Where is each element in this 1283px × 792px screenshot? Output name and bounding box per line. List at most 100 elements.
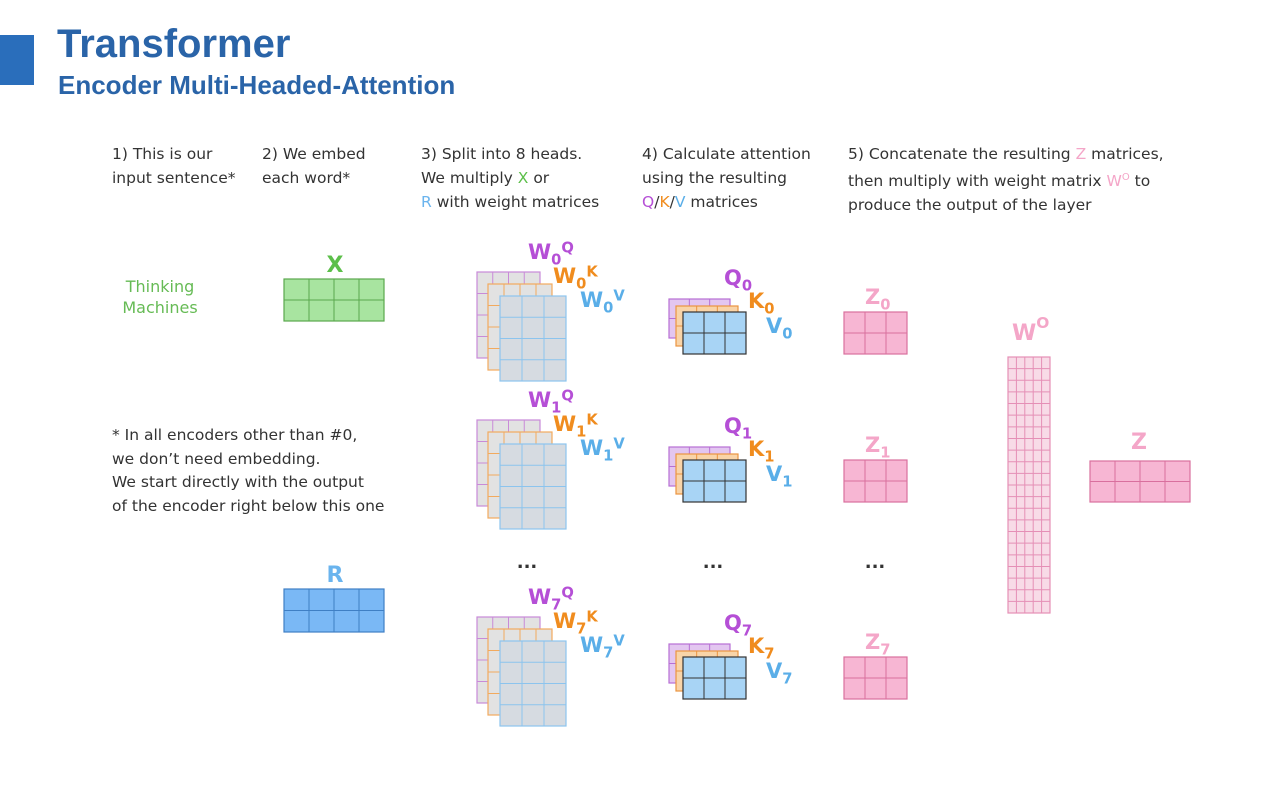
input-word: Thinking bbox=[125, 277, 195, 296]
matrix bbox=[682, 656, 747, 700]
label-part: 7 bbox=[782, 670, 792, 687]
matrix bbox=[682, 459, 747, 503]
matrix bbox=[843, 311, 908, 355]
label-part: W bbox=[553, 412, 576, 436]
matrix bbox=[843, 459, 908, 503]
label-part: W bbox=[1012, 321, 1036, 346]
note-line: We start directly with the output bbox=[112, 473, 364, 491]
step-text: 4) Calculate attention bbox=[642, 145, 811, 163]
label-part: V bbox=[766, 659, 783, 683]
ellipsis: ... bbox=[703, 552, 724, 573]
step-q: Q bbox=[642, 193, 655, 211]
label-part: K bbox=[586, 412, 598, 429]
label-part: O bbox=[1036, 314, 1049, 332]
step-text: matrices, bbox=[1091, 145, 1164, 163]
step-text: 2) We embed bbox=[262, 145, 366, 163]
label-part: 1 bbox=[782, 473, 792, 490]
step-text: 3) Split into 8 heads. bbox=[421, 145, 583, 163]
step-text: each word* bbox=[262, 169, 351, 187]
step-slash: / bbox=[654, 193, 660, 211]
label-part: K bbox=[748, 634, 765, 658]
step-o: O bbox=[1121, 172, 1130, 183]
matrix bbox=[499, 640, 567, 727]
label-part: 0 bbox=[551, 251, 561, 268]
matrix bbox=[283, 278, 385, 322]
label-part: 1 bbox=[603, 447, 613, 464]
label-part: 7 bbox=[764, 645, 774, 662]
matrix-label: X bbox=[327, 253, 344, 278]
label-part: Q bbox=[561, 388, 574, 405]
matrix-label: Q7 bbox=[724, 611, 752, 639]
matrix bbox=[283, 588, 385, 633]
label-part: 0 bbox=[764, 300, 774, 317]
step-text: input sentence* bbox=[112, 169, 236, 187]
label-part: 0 bbox=[576, 275, 586, 292]
step-4: 4) Calculate attention using the resulti… bbox=[642, 142, 811, 214]
label-part: V bbox=[766, 314, 783, 338]
matrix-label: W7V bbox=[580, 633, 625, 662]
label-part: W bbox=[553, 609, 576, 633]
matrix bbox=[682, 311, 747, 355]
label-part: K bbox=[748, 437, 765, 461]
title: Transformer bbox=[57, 22, 291, 66]
step-v: V bbox=[674, 193, 686, 211]
label-part: V bbox=[613, 288, 625, 305]
matrix-label: Z7 bbox=[865, 630, 890, 658]
matrix-label: Q1 bbox=[724, 414, 752, 442]
matrix-label: V0 bbox=[766, 314, 793, 342]
matrix bbox=[499, 443, 567, 530]
matrix-label: W1V bbox=[580, 436, 625, 465]
label-part: V bbox=[613, 633, 625, 650]
matrix-label: Q0 bbox=[724, 266, 752, 294]
note-line: of the encoder right below this one bbox=[112, 496, 385, 515]
label-part: W bbox=[553, 264, 576, 288]
note: * In all encoders other than #0, we don’… bbox=[112, 424, 384, 518]
label-part: W bbox=[528, 388, 551, 412]
ellipsis: ... bbox=[865, 552, 886, 573]
step-text: 1) This is our bbox=[112, 145, 213, 163]
label-part: Q bbox=[561, 585, 574, 602]
label-part: 1 bbox=[742, 425, 752, 442]
label-part: V bbox=[766, 462, 783, 486]
label-part: 7 bbox=[742, 622, 752, 639]
label-part: Q bbox=[724, 414, 742, 438]
subtitle: Encoder Multi-Headed-Attention bbox=[58, 70, 456, 100]
step-slash: / bbox=[669, 193, 675, 211]
label-part: W bbox=[580, 288, 603, 312]
label-part: K bbox=[586, 264, 598, 281]
matrix-label: V1 bbox=[766, 462, 793, 490]
label-part: Z bbox=[865, 433, 880, 457]
matrix bbox=[1007, 356, 1051, 614]
label-part: 7 bbox=[880, 641, 890, 658]
step-5: 5) Concatenate the resulting Z matrices,… bbox=[848, 142, 1164, 217]
label-part: Z bbox=[1131, 430, 1147, 455]
label-part: W bbox=[580, 436, 603, 460]
label-part: 0 bbox=[782, 325, 792, 342]
label-part: K bbox=[748, 289, 765, 313]
step-2: 2) We embed each word* bbox=[262, 142, 366, 190]
matrix-label: K0 bbox=[748, 289, 775, 317]
step-text: or bbox=[533, 169, 550, 187]
step-1: 1) This is our input sentence* bbox=[112, 142, 235, 190]
label-part: Q bbox=[724, 266, 742, 290]
label-part: Q bbox=[724, 611, 742, 635]
label-part: 0 bbox=[880, 296, 890, 313]
matrix-label: Z bbox=[1131, 430, 1147, 455]
label-part: K bbox=[586, 609, 598, 626]
label-part: W bbox=[528, 240, 551, 264]
matrix bbox=[1089, 460, 1191, 503]
matrix-label: W0Q bbox=[528, 240, 574, 269]
step-k: K bbox=[659, 193, 670, 211]
matrix-label: W0K bbox=[553, 264, 598, 293]
step-w: W bbox=[1106, 172, 1122, 191]
step-3: 3) Split into 8 heads. We multiply X or … bbox=[421, 142, 599, 214]
label-part: R bbox=[327, 563, 344, 588]
matrix-label: R bbox=[327, 563, 344, 588]
note-line: * In all encoders other than #0, bbox=[112, 426, 358, 444]
matrix-label: Z1 bbox=[865, 433, 890, 461]
label-part: V bbox=[613, 436, 625, 453]
matrix-label: W1K bbox=[553, 412, 598, 441]
step-text: to bbox=[1134, 172, 1151, 191]
matrix-label: V7 bbox=[766, 659, 793, 687]
label-part: 0 bbox=[742, 277, 752, 294]
